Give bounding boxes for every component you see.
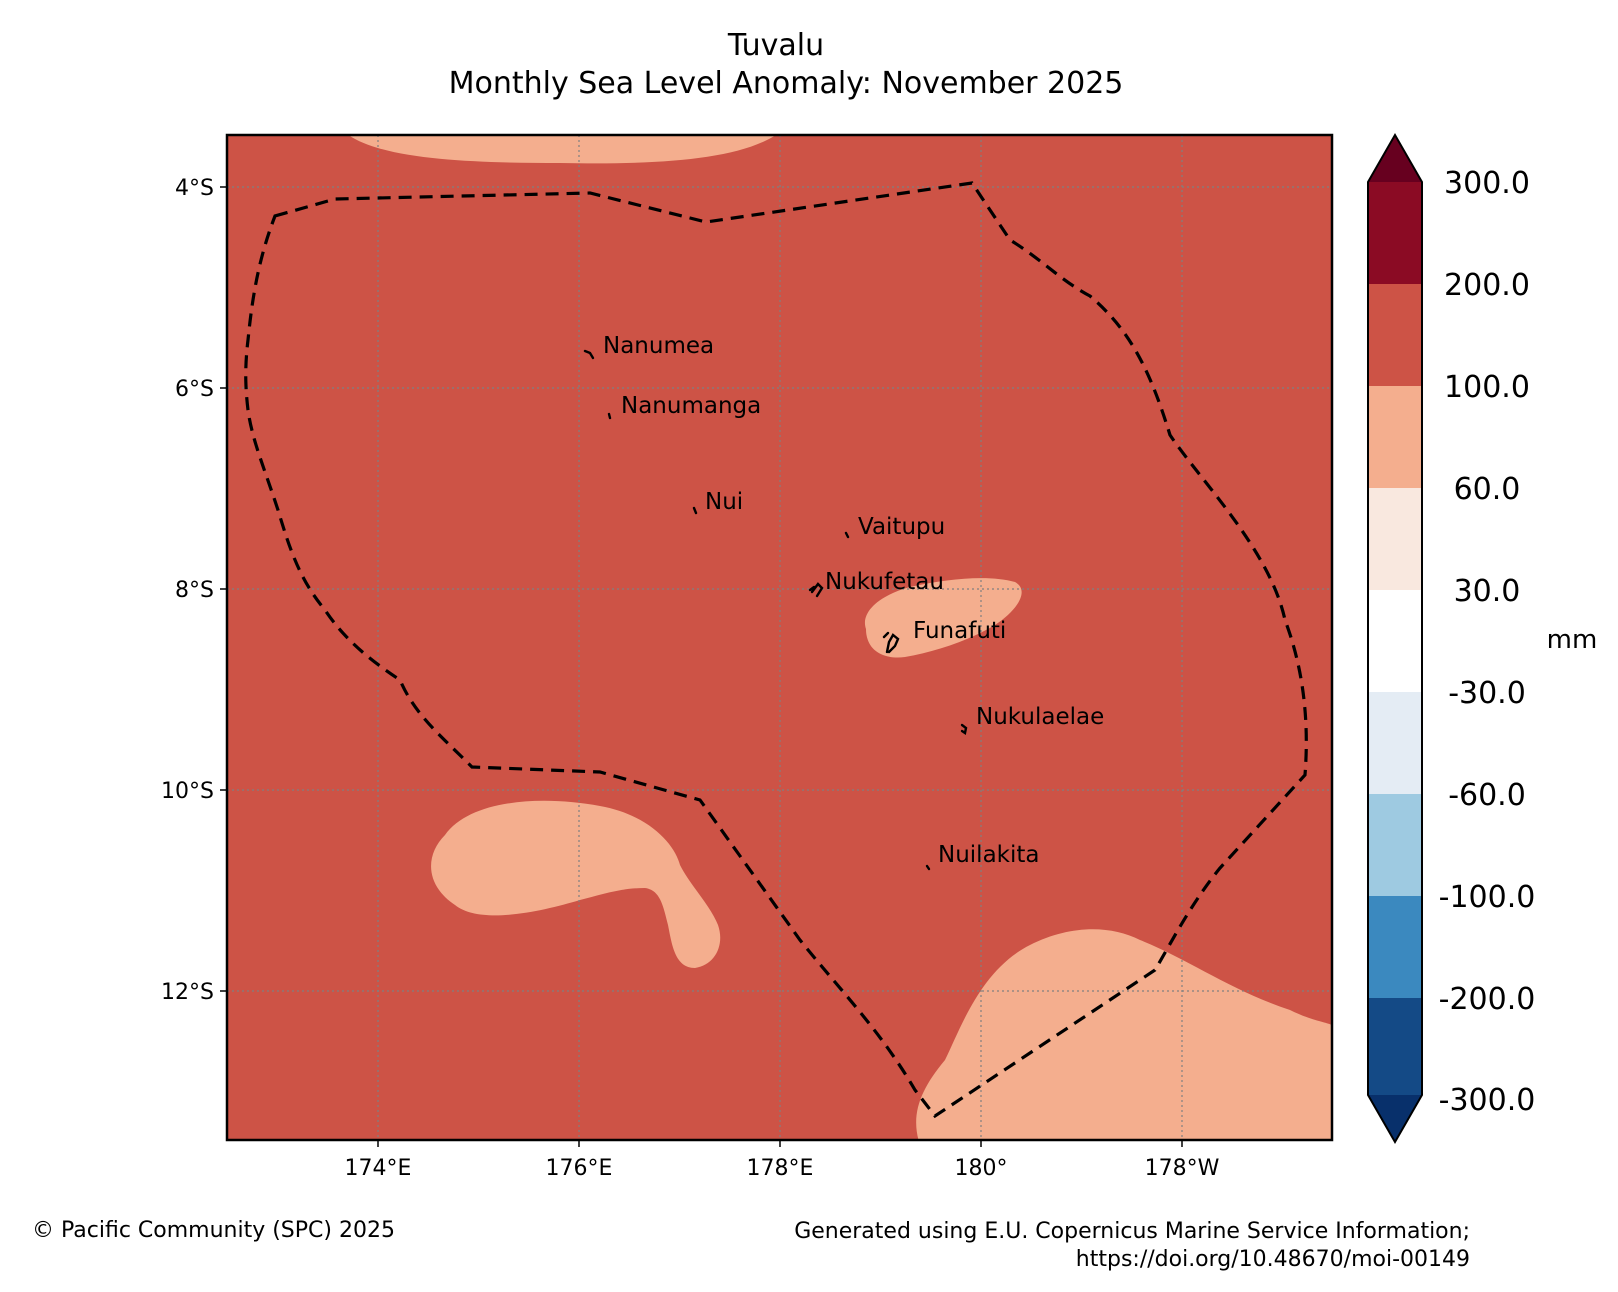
data-source-credit: Generated using E.U. Copernicus Marine S… xyxy=(794,1218,1470,1274)
colorbar-unit-label: mm xyxy=(1547,625,1598,655)
x-tick-label: 176°E xyxy=(546,1156,613,1181)
colorbar-label: 30.0 xyxy=(1454,574,1521,609)
island-label-nukufetau: Nukufetau xyxy=(825,569,944,595)
x-tick-label: 174°E xyxy=(345,1156,412,1181)
map-plot-area: Nanumea Nanumanga Nui Vaitupu Nukufetau … xyxy=(227,135,1332,1140)
colorbar-segment xyxy=(1368,386,1422,488)
colorbar-segment xyxy=(1368,182,1422,284)
colorbar xyxy=(1367,132,1423,1145)
y-tick-label: 6°S xyxy=(175,377,214,402)
island-shape-funafuti xyxy=(882,631,900,654)
island-label-nanumanga: Nanumanga xyxy=(621,393,761,419)
y-tick-label: 12°S xyxy=(161,980,214,1005)
island-label-nuilakita: Nuilakita xyxy=(938,842,1039,868)
colorbar-label: 200.0 xyxy=(1444,268,1530,303)
island-shape-nui xyxy=(692,506,698,515)
island-shapes xyxy=(583,349,968,871)
colorbar-label: -300.0 xyxy=(1439,1083,1536,1118)
island-shape-nuilakita xyxy=(925,864,931,871)
colorbar-label: -60.0 xyxy=(1448,778,1526,813)
island-label-funafuti: Funafuti xyxy=(913,618,1006,644)
data-source-doi: https://doi.org/10.48670/moi-00149 xyxy=(1075,1247,1470,1272)
eez-boundary-line xyxy=(244,181,1308,1119)
graticule-grid xyxy=(227,135,1332,1140)
island-shape-nanumea xyxy=(583,349,595,360)
island-label-nanumea: Nanumea xyxy=(603,333,714,359)
data-source-line: Generated using E.U. Copernicus Marine S… xyxy=(794,1219,1470,1244)
island-label-nui: Nui xyxy=(705,489,743,515)
anomaly-patch-southwest xyxy=(431,800,721,968)
axis-ticks xyxy=(220,186,1183,1147)
island-labels: Nanumea Nanumanga Nui Vaitupu Nukufetau … xyxy=(603,333,1104,868)
colorbar-segment xyxy=(1368,998,1422,1095)
copyright-notice: © Pacific Community (SPC) 2025 xyxy=(32,1218,395,1243)
colorbar-label: 300.0 xyxy=(1444,166,1530,201)
colorbar-label: 60.0 xyxy=(1454,472,1521,507)
map-subtitle: Monthly Sea Level Anomaly: November 2025 xyxy=(449,66,1124,101)
colorbar-label: 100.0 xyxy=(1444,370,1530,405)
colorbar-segment xyxy=(1368,284,1422,386)
colorbar-extend-min xyxy=(1368,1095,1422,1142)
island-label-nukulaelae: Nukulaelae xyxy=(976,704,1104,730)
colorbar-segment xyxy=(1368,488,1422,590)
colorbar-segment xyxy=(1368,692,1422,794)
colorbar-segment xyxy=(1368,794,1422,896)
colorbar-segment xyxy=(1368,896,1422,998)
anomaly-patch-funafuti xyxy=(864,578,1022,658)
colorbar-label: -100.0 xyxy=(1439,880,1536,915)
y-tick-label: 8°S xyxy=(175,578,214,603)
colorbar-outline xyxy=(1367,132,1423,1145)
x-tick-label: 178°W xyxy=(1145,1156,1220,1181)
anomaly-patch-southeast xyxy=(916,929,1332,1140)
island-shape-nanumanga xyxy=(607,412,612,420)
y-tick-label: 4°S xyxy=(175,176,214,201)
colorbar-label: -200.0 xyxy=(1439,982,1536,1017)
island-shape-vaitupu xyxy=(844,531,850,539)
island-shape-nukulaelae xyxy=(960,723,968,735)
colorbar-label: -30.0 xyxy=(1448,676,1526,711)
colorbar-extend-max xyxy=(1368,135,1422,182)
x-tick-label: 180° xyxy=(955,1156,1008,1181)
anomaly-patch-north xyxy=(348,135,776,164)
map-title: Tuvalu xyxy=(727,28,824,63)
x-tick-label: 178°E xyxy=(747,1156,814,1181)
colorbar-segment xyxy=(1368,590,1422,692)
island-label-vaitupu: Vaitupu xyxy=(858,514,945,540)
island-shape-nukufetau xyxy=(808,582,824,598)
y-tick-label: 10°S xyxy=(161,779,214,804)
